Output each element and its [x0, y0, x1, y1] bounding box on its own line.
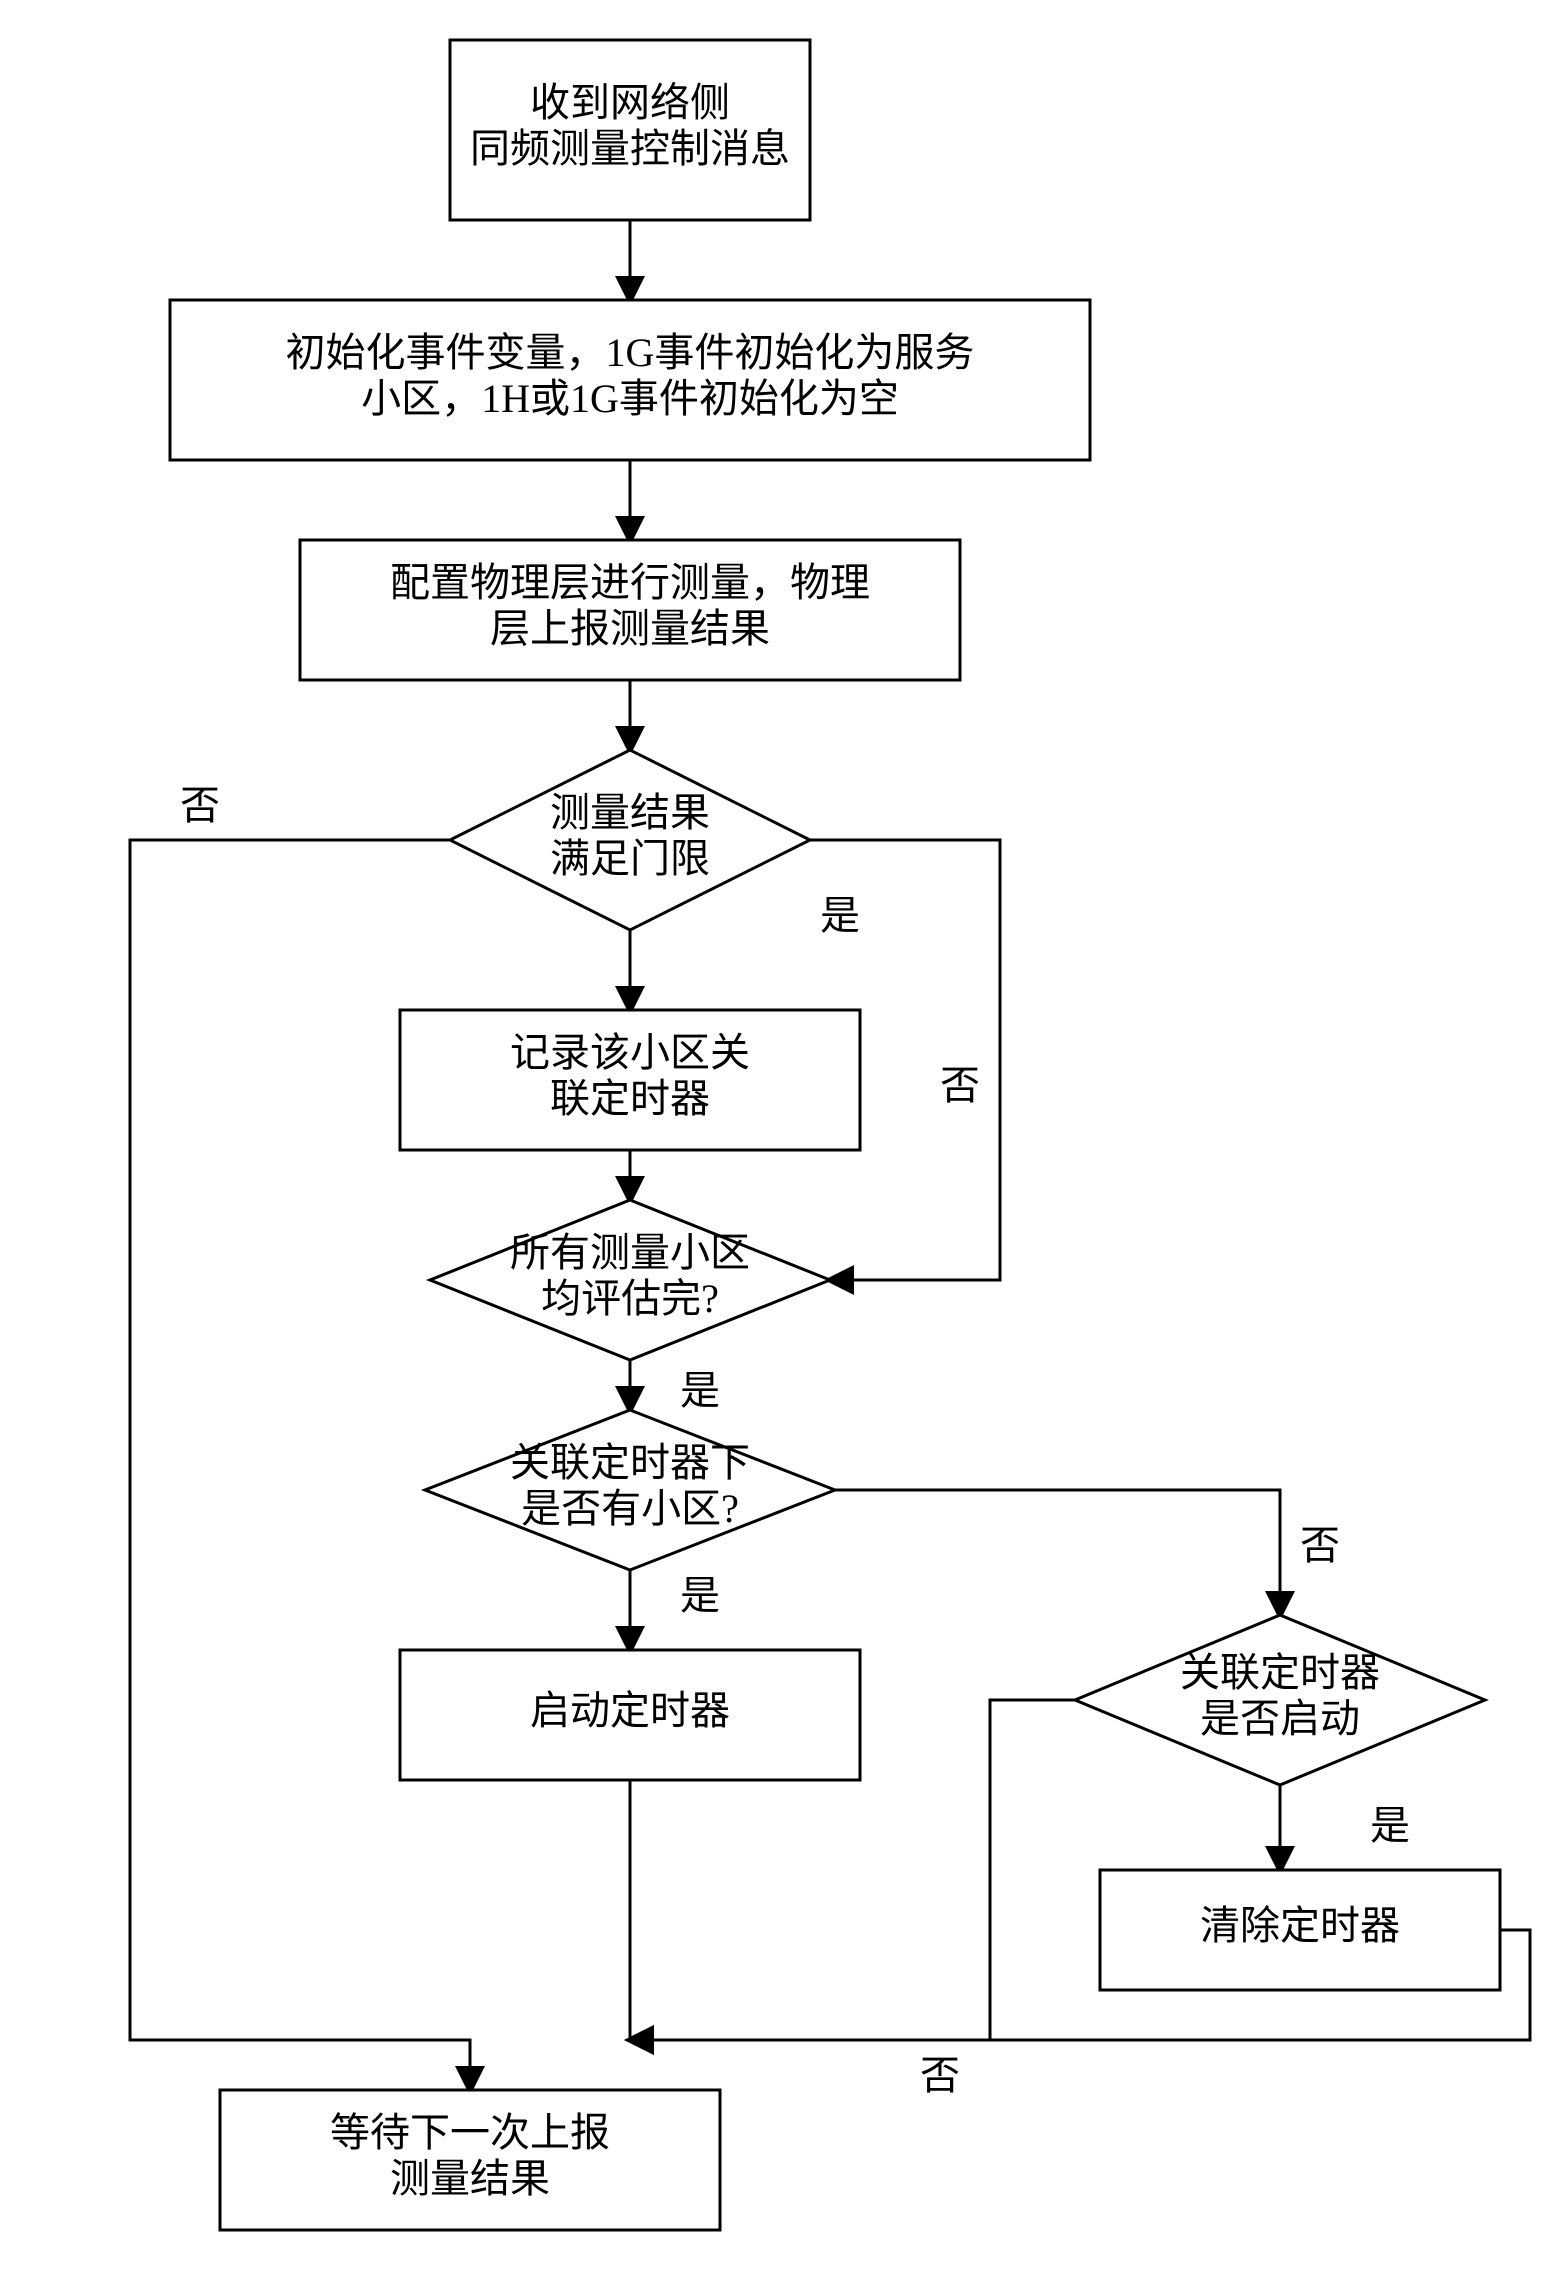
node-d3-line-1: 是否有小区? [521, 1486, 739, 1531]
node-n1-line-0: 收到网络侧 [530, 80, 730, 125]
node-n3-line-1: 层上报测量结果 [490, 606, 770, 651]
node-d1-line-1: 满足门限 [550, 836, 710, 881]
node-d2-line-0: 所有测量小区 [510, 1230, 750, 1275]
node-d3-line-0: 关联定时器下 [510, 1440, 750, 1485]
node-n1-line-1: 同频测量控制消息 [470, 126, 790, 171]
node-n4-line-0: 记录该小区关 [510, 1030, 750, 1075]
edge-label-11: 否 [920, 2053, 960, 2098]
edge-label-7: 是 [680, 1368, 720, 1413]
edge-label-3: 是 [820, 893, 860, 938]
node-d4-line-0: 关联定时器 [1180, 1650, 1380, 1695]
node-d2-line-1: 均评估完? [541, 1276, 719, 1321]
node-n2-line-1: 小区，1H或1G事件初始化为空 [361, 376, 899, 421]
node-n7-line-0: 等待下一次上报 [330, 2110, 610, 2155]
edge-9 [835, 1490, 1280, 1615]
flowchart-canvas: 是否否是是否是否收到网络侧同频测量控制消息初始化事件变量，1G事件初始化为服务小… [0, 0, 1559, 2287]
node-n6-line-0: 清除定时器 [1200, 1903, 1400, 1948]
node-n5-line-0: 启动定时器 [530, 1688, 730, 1733]
node-d1-line-0: 测量结果 [550, 790, 710, 835]
edge-label-8: 是 [680, 1573, 720, 1618]
node-n3-line-0: 配置物理层进行测量，物理 [390, 560, 870, 605]
edge-label-4: 否 [180, 783, 220, 828]
node-n4-line-1: 联定时器 [550, 1076, 710, 1121]
edge-label-10: 是 [1370, 1803, 1410, 1848]
node-n2-line-0: 初始化事件变量，1G事件初始化为服务 [286, 330, 975, 375]
node-d4-line-1: 是否启动 [1200, 1696, 1360, 1741]
node-n7-line-1: 测量结果 [390, 2156, 550, 2201]
edge-label-9: 否 [1300, 1523, 1340, 1568]
edge-label-6: 否 [940, 1063, 980, 1108]
